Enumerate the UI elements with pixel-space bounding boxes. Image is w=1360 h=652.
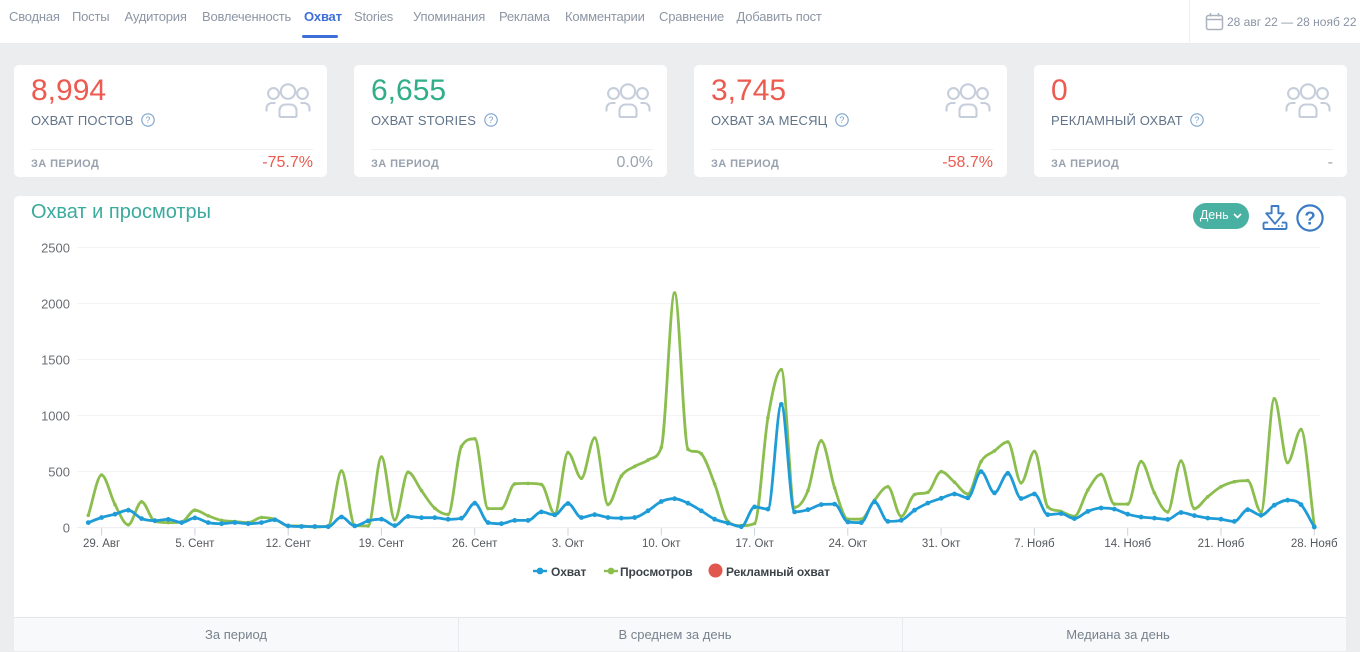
svg-text:29. Авг: 29. Авг <box>83 538 120 550</box>
svg-text:10. Окт: 10. Окт <box>642 538 681 550</box>
svg-text:500: 500 <box>48 465 70 480</box>
svg-text:?: ? <box>840 115 845 125</box>
svg-text:17. Окт: 17. Окт <box>735 538 774 550</box>
svg-text:5. Сент: 5. Сент <box>175 538 215 550</box>
svg-text:21. Нояб: 21. Нояб <box>1198 538 1245 550</box>
svg-text:2500: 2500 <box>41 241 70 256</box>
svg-text:12. Сент: 12. Сент <box>265 538 311 550</box>
svg-text:3. Окт: 3. Окт <box>552 538 585 550</box>
svg-text:19. Сент: 19. Сент <box>359 538 405 550</box>
svg-text:31. Окт: 31. Окт <box>922 538 961 550</box>
svg-text:26. Сент: 26. Сент <box>452 538 498 550</box>
svg-text:?: ? <box>1195 115 1200 125</box>
svg-text:?: ? <box>488 115 493 125</box>
svg-text:24. Окт: 24. Окт <box>829 538 868 550</box>
svg-text:28. Нояб: 28. Нояб <box>1291 538 1338 550</box>
svg-text:?: ? <box>1304 208 1315 229</box>
svg-text:1000: 1000 <box>41 409 70 424</box>
svg-text:14. Нояб: 14. Нояб <box>1104 538 1151 550</box>
svg-text:7. Нояб: 7. Нояб <box>1014 538 1055 550</box>
svg-text:2000: 2000 <box>41 297 70 312</box>
svg-text:1500: 1500 <box>41 353 70 368</box>
svg-text:0: 0 <box>63 521 70 536</box>
svg-text:?: ? <box>146 115 151 125</box>
